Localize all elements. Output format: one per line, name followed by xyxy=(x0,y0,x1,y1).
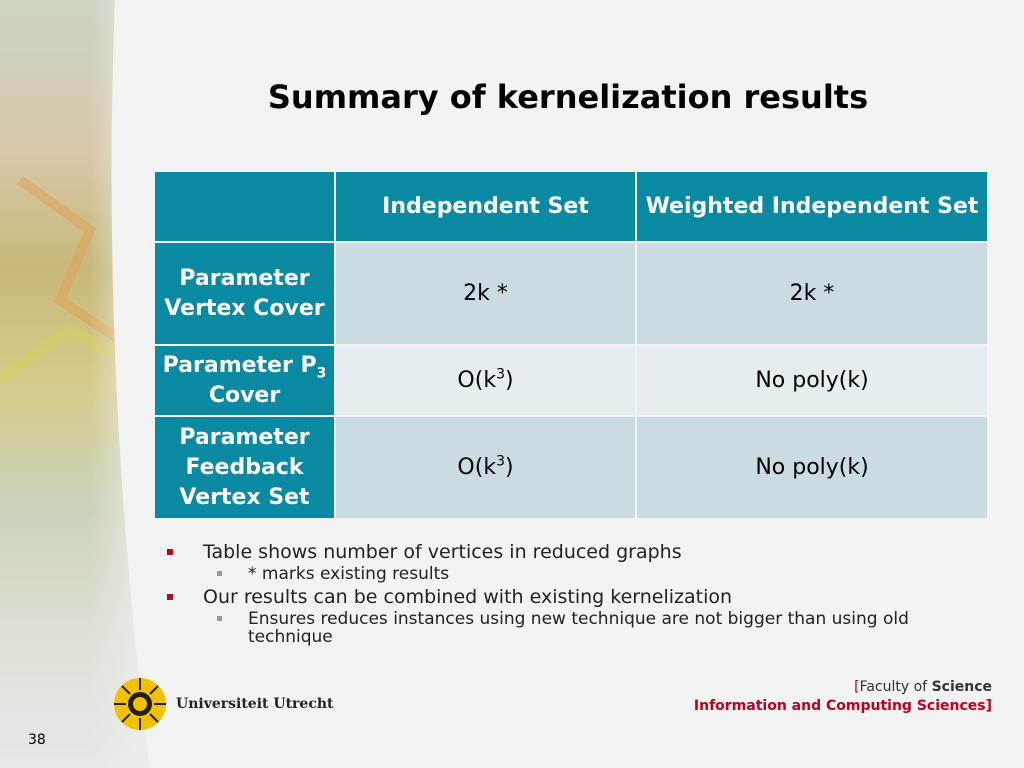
university-name: Universiteit Utrecht xyxy=(176,696,334,712)
text-run: Parameter P xyxy=(162,352,317,378)
row-header: Parameter Feedback Vertex Set xyxy=(155,417,334,518)
results-table: Independent Set Weighted Independent Set … xyxy=(153,170,989,520)
text-run: 2k * xyxy=(463,280,508,306)
text-run: 2k * xyxy=(789,280,835,306)
corner-cell xyxy=(155,172,334,241)
column-header: Independent Set xyxy=(336,172,635,241)
text-run: Parameter Vertex Cover xyxy=(164,265,325,321)
row-header: Parameter Vertex Cover xyxy=(155,243,334,344)
university-logo xyxy=(114,678,166,730)
faculty-bold: Science xyxy=(931,679,992,695)
bullet: Table shows number of vertices in reduce… xyxy=(165,541,945,563)
table-row: Parameter P3 Cover O(k3) No poly(k) xyxy=(155,346,987,415)
slide-title: Summary of kernelization results xyxy=(267,78,869,116)
sub-bullet: * marks existing results xyxy=(165,565,945,583)
table-cell: No poly(k) xyxy=(637,346,987,415)
header-row: Independent Set Weighted Independent Set xyxy=(155,172,987,241)
table-cell: 2k * xyxy=(336,243,635,344)
table-cell: No poly(k) xyxy=(637,417,987,518)
table-cell: 2k * xyxy=(637,243,987,344)
text-run: ) xyxy=(504,454,514,480)
column-header: Weighted Independent Set xyxy=(637,172,987,241)
text-run: Parameter Feedback Vertex Set xyxy=(179,424,310,510)
bracket: ] xyxy=(985,698,992,714)
department: Information and Computing Sciences xyxy=(693,698,986,714)
page-number: 38 xyxy=(28,732,46,748)
faculty-block: [Faculty of Science Information and Comp… xyxy=(694,678,992,716)
table-cell: O(k3) xyxy=(336,417,635,518)
table-row: Parameter Vertex Cover 2k * 2k * xyxy=(155,243,987,344)
bullet: Our results can be combined with existin… xyxy=(165,586,945,608)
text-run: O(k xyxy=(457,367,497,393)
superscript: 3 xyxy=(496,366,505,383)
text-run: No poly(k) xyxy=(755,454,869,480)
table-row: Parameter Feedback Vertex Set O(k3) No pol… xyxy=(155,417,987,518)
text-run: O(k xyxy=(457,454,497,480)
row-header: Parameter P3 Cover xyxy=(155,346,334,415)
sub-bullet: Ensures reduces instances using new tech… xyxy=(165,610,945,646)
bullet-list: Table shows number of vertices in reduce… xyxy=(165,538,945,646)
text-run: No poly(k) xyxy=(755,367,869,393)
text-run: ) xyxy=(504,367,514,393)
table-cell: O(k3) xyxy=(336,346,635,415)
bracket: [ xyxy=(854,679,860,695)
subscript: 3 xyxy=(316,364,327,381)
superscript: 3 xyxy=(496,453,505,470)
faculty-text: Faculty of xyxy=(859,679,932,695)
text-run: Cover xyxy=(208,382,281,408)
